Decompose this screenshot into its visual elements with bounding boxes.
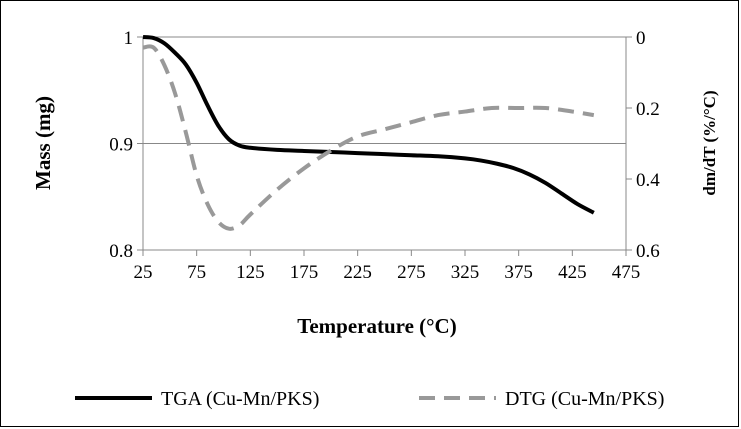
y-tick-label-1: 0.9 [109, 135, 133, 156]
y-tick-label-0: 0.8 [109, 241, 133, 262]
y-axis-title: Mass (mg) [31, 96, 55, 190]
y-tick-label-2: 1 [124, 28, 134, 49]
x-tick-label-1: 75 [187, 262, 206, 283]
y2-axis-title: dm/dT (%/°C) [700, 90, 719, 195]
x-tick-label-8: 425 [558, 262, 587, 283]
series-layer [142, 35, 595, 231]
series-line-dtg [142, 44, 595, 231]
gridlines [143, 36, 626, 144]
x-tick-label-9: 475 [612, 262, 641, 283]
axes [137, 36, 632, 256]
y2-tick-label-2: 0.4 [636, 170, 660, 191]
x-tick-label-7: 375 [504, 262, 533, 283]
legend: TGA (Cu-Mn/PKS) DTG (Cu-Mn/PKS) [75, 388, 664, 410]
legend-label-dtg: DTG (Cu-Mn/PKS) [505, 388, 664, 410]
legend-label-tga: TGA (Cu-Mn/PKS) [161, 388, 319, 410]
tick-labels: 25 75 125 175 225 275 325 375 425 475 0.8 0.9 1 0 0.2 0… [109, 28, 660, 283]
series-line-tga [142, 35, 595, 215]
x-tick-label-5: 275 [397, 262, 426, 283]
x-tick-label-2: 125 [236, 262, 265, 283]
y2-tick-label-3: 0.6 [636, 241, 660, 262]
x-tick-label-3: 175 [290, 262, 319, 283]
y2-tick-label-1: 0.2 [636, 99, 660, 120]
x-tick-label-6: 325 [451, 262, 480, 283]
x-axis-title: Temperature (°C) [297, 314, 456, 338]
x-tick-label-0: 25 [134, 262, 153, 283]
y2-tick-label-0: 0 [636, 28, 646, 49]
x-tick-label-4: 225 [343, 262, 372, 283]
